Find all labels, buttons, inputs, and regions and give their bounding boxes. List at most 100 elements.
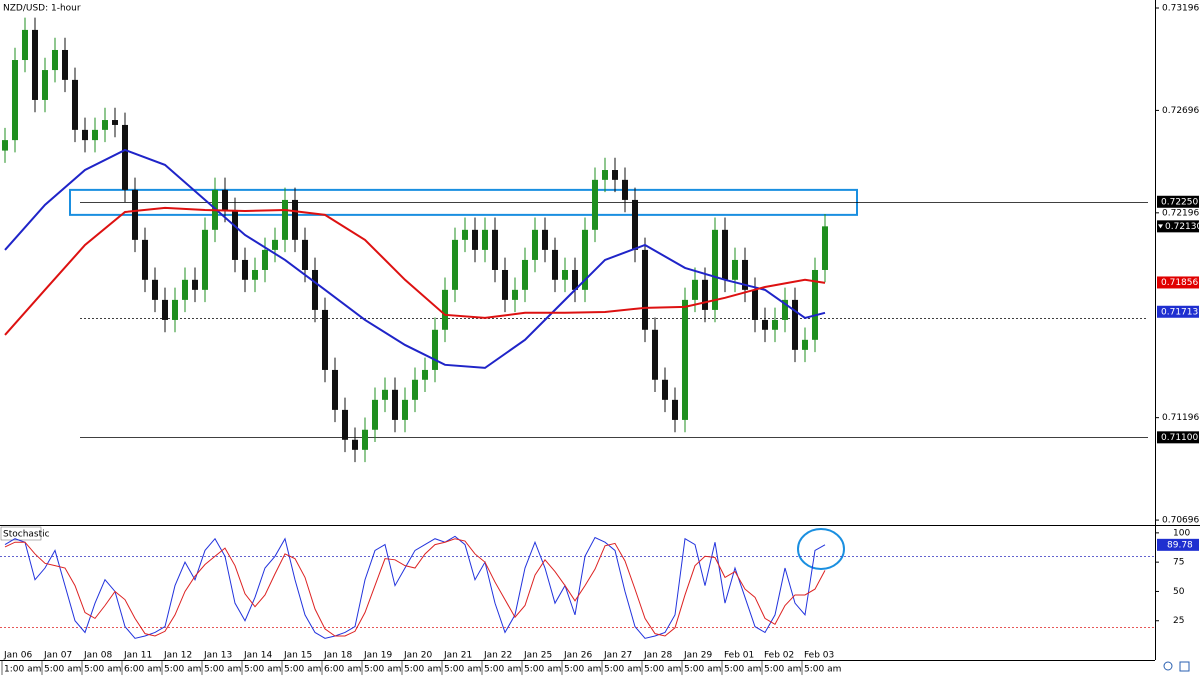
price-marker (1157, 431, 1199, 444)
time-label: 5:00 am (364, 665, 401, 675)
stochastic-line (4, 538, 826, 637)
price-marker-label: 0.72250 (1161, 197, 1198, 207)
candle-body (182, 279, 188, 300)
candle-body (392, 389, 398, 420)
time-label: 5:00 am (684, 665, 721, 675)
candle-body (412, 379, 418, 400)
stochastic-tick-label: 25 (1173, 616, 1184, 626)
candle-body (62, 49, 68, 80)
date-label: Jan 14 (243, 651, 272, 661)
candle-body (222, 189, 228, 210)
candle-body (262, 249, 268, 270)
stochastic-title: Stochastic (3, 530, 50, 540)
candle-body (142, 239, 148, 280)
date-label: Jan 19 (363, 651, 392, 661)
time-label: 5:00 am (404, 665, 441, 675)
candle-body (382, 389, 388, 400)
price-marker-label: 0.71100 (1161, 433, 1198, 443)
current-price-arrow (1158, 224, 1163, 229)
candle-body (532, 229, 538, 260)
stochastic-tick-label: 100 (1173, 528, 1190, 538)
date-label: Jan 08 (83, 651, 112, 661)
price-marker (1157, 195, 1199, 208)
candle-body (672, 399, 678, 420)
candle-body (622, 179, 628, 200)
moving-average (4, 206, 826, 336)
candle-body (712, 229, 718, 310)
y-tick-label: 0.73196 (1162, 3, 1199, 13)
candle-body (132, 189, 138, 240)
candle-body (442, 289, 448, 330)
date-label: Jan 21 (443, 651, 472, 661)
stochastic-line (4, 535, 826, 639)
candle-body (362, 429, 368, 450)
candle-body (312, 269, 318, 310)
date-label: Jan 26 (563, 651, 592, 661)
candle-body (82, 129, 88, 141)
price-marker (1157, 305, 1199, 318)
date-label: Jan 06 (3, 651, 32, 661)
time-label: 5:00 am (604, 665, 641, 675)
date-label: Jan 13 (203, 651, 232, 661)
candle-body (152, 279, 158, 300)
candle-body (772, 319, 778, 330)
candle-body (372, 399, 378, 430)
candle-body (572, 269, 578, 290)
candle-body (12, 60, 18, 141)
title-box (1, 1, 77, 14)
candle-body (542, 229, 548, 250)
toolbar-icons[interactable] (1163, 661, 1190, 672)
candle-body (2, 140, 8, 151)
candle-body (292, 199, 298, 240)
date-label: Jan 12 (163, 651, 192, 661)
candle-body (32, 29, 38, 100)
candle-body (492, 229, 498, 270)
link-icon[interactable] (1163, 661, 1173, 671)
date-label: Jan 15 (283, 651, 312, 661)
candle-body (92, 129, 98, 141)
candle-body (22, 29, 28, 61)
moving-average (4, 148, 826, 369)
chart-title: NZD/USD: 1-hour (3, 4, 81, 14)
time-label: 5:00 am (564, 665, 601, 675)
y-tick-label: 0.72696 (1162, 106, 1199, 116)
candle-body (582, 229, 588, 290)
candle-body (352, 439, 358, 450)
y-tick-label: 0.70696 (1162, 516, 1199, 526)
candle-body (112, 120, 118, 125)
candle-body (512, 289, 518, 300)
candle-body (302, 239, 308, 270)
candle-body (172, 299, 178, 320)
highlight-circle (797, 528, 845, 570)
stochastic-tick-label: 75 (1173, 558, 1184, 568)
time-label: 5:00 am (764, 665, 801, 675)
candle-body (552, 249, 558, 280)
candle-body (282, 199, 288, 240)
candle-body (122, 124, 128, 190)
date-label: Jan 18 (323, 651, 352, 661)
time-label: 5:00 am (724, 665, 761, 675)
y-tick-label: 0.72196 (1162, 208, 1199, 218)
candle-body (562, 269, 568, 280)
time-label: 5:00 am (524, 665, 561, 675)
date-label: Feb 03 (804, 651, 834, 661)
price-marker (1157, 220, 1199, 233)
candle-body (692, 279, 698, 300)
candle-body (822, 226, 828, 270)
price-marker-label: 0.71713 (1161, 307, 1198, 317)
candle-body (722, 229, 728, 280)
date-label: Jan 28 (643, 651, 672, 661)
candle-body (72, 79, 78, 130)
candle-body (462, 229, 468, 240)
candle-body (452, 239, 458, 290)
date-label: Jan 07 (43, 651, 72, 661)
candle-body (102, 120, 108, 130)
date-label: Feb 02 (764, 651, 794, 661)
time-label: 5:00 am (644, 665, 681, 675)
settings-icon[interactable] (1179, 661, 1190, 672)
candle-body (472, 229, 478, 250)
date-label: Jan 20 (403, 651, 432, 661)
time-label: 5:00 am (244, 665, 281, 675)
